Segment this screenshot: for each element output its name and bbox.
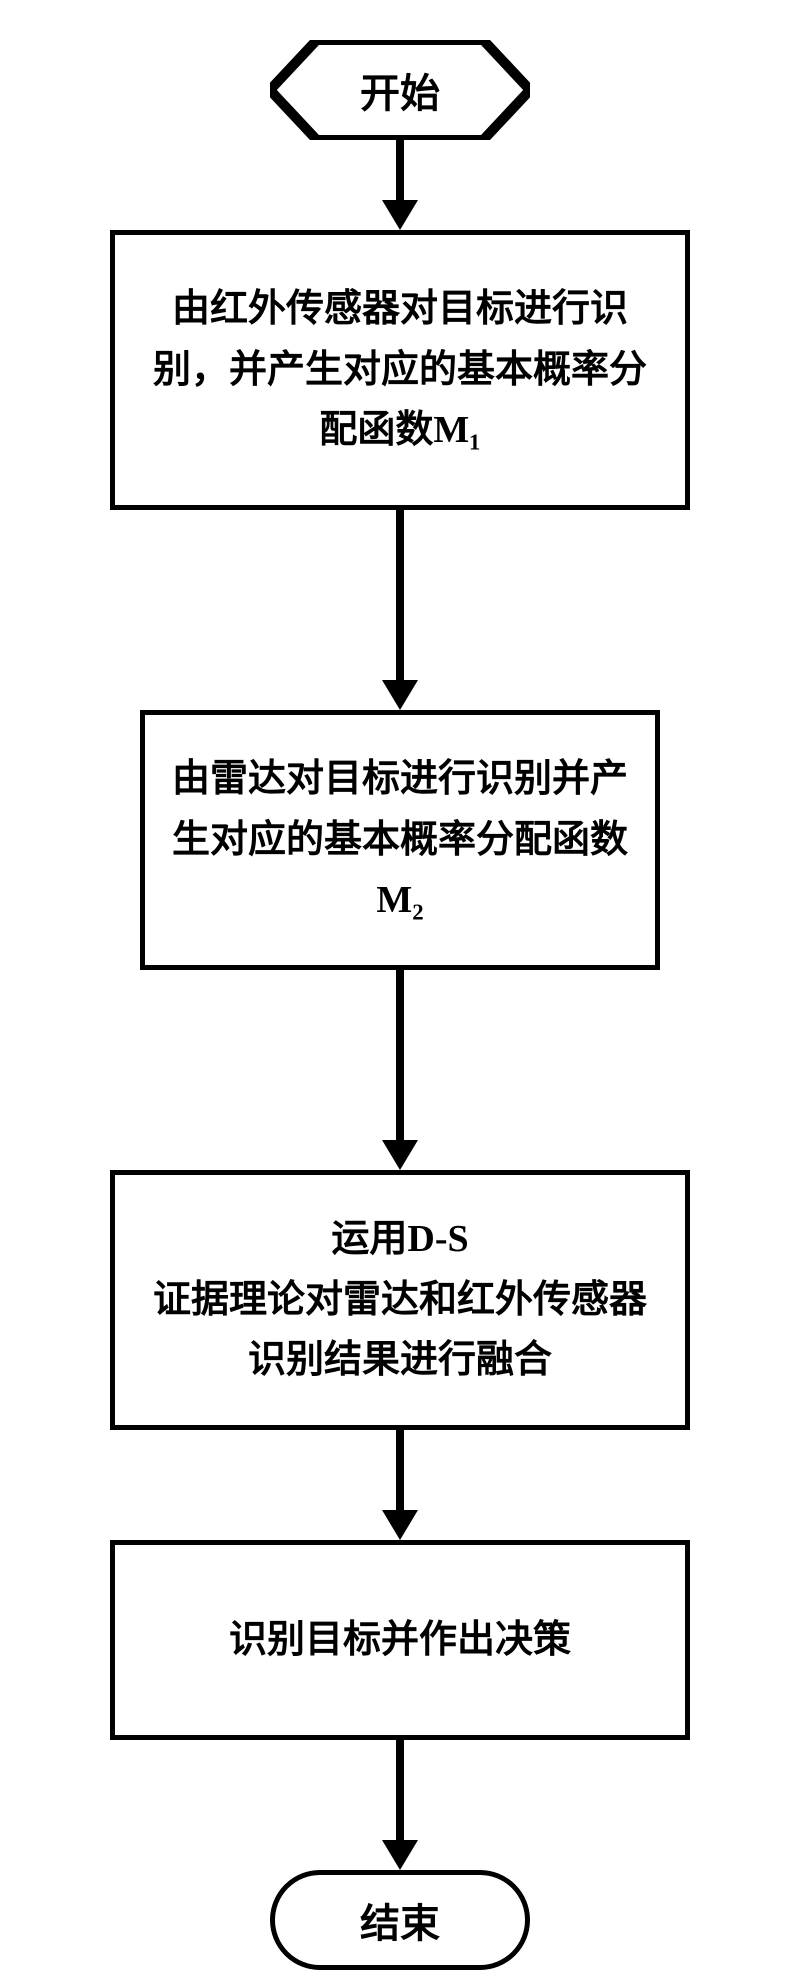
- start-label: 开始: [360, 61, 440, 119]
- flow-arrow: [382, 1740, 418, 1870]
- flow-arrow: [382, 970, 418, 1170]
- flow-arrow: [382, 510, 418, 710]
- process-label: 运用D-S 证据理论对雷达和红外传感器识别结果进行融合: [135, 1209, 665, 1391]
- process-step2: 由雷达对目标进行识别并产生对应的基本概率分配函数M₂: [140, 710, 660, 970]
- flow-arrow: [382, 140, 418, 230]
- flow-arrow: [382, 1430, 418, 1540]
- process-step1: 由红外传感器对目标进行识别，并产生对应的基本概率分配函数M₁: [110, 230, 690, 510]
- process-step4: 识别目标并作出决策: [110, 1540, 690, 1740]
- end-terminator: 结束: [270, 1870, 530, 1970]
- process-label: 由雷达对目标进行识别并产生对应的基本概率分配函数M₂: [165, 749, 635, 931]
- start-terminator: 开始: [270, 40, 530, 140]
- process-label: 由红外传感器对目标进行识别，并产生对应的基本概率分配函数M₁: [135, 279, 665, 461]
- end-label: 结束: [360, 1891, 440, 1949]
- flowchart-container: 开始由红外传感器对目标进行识别，并产生对应的基本概率分配函数M₁ 由雷达对目标进行…: [60, 40, 740, 1970]
- process-label: 识别目标并作出决策: [229, 1610, 571, 1671]
- process-step3: 运用D-S 证据理论对雷达和红外传感器识别结果进行融合: [110, 1170, 690, 1430]
